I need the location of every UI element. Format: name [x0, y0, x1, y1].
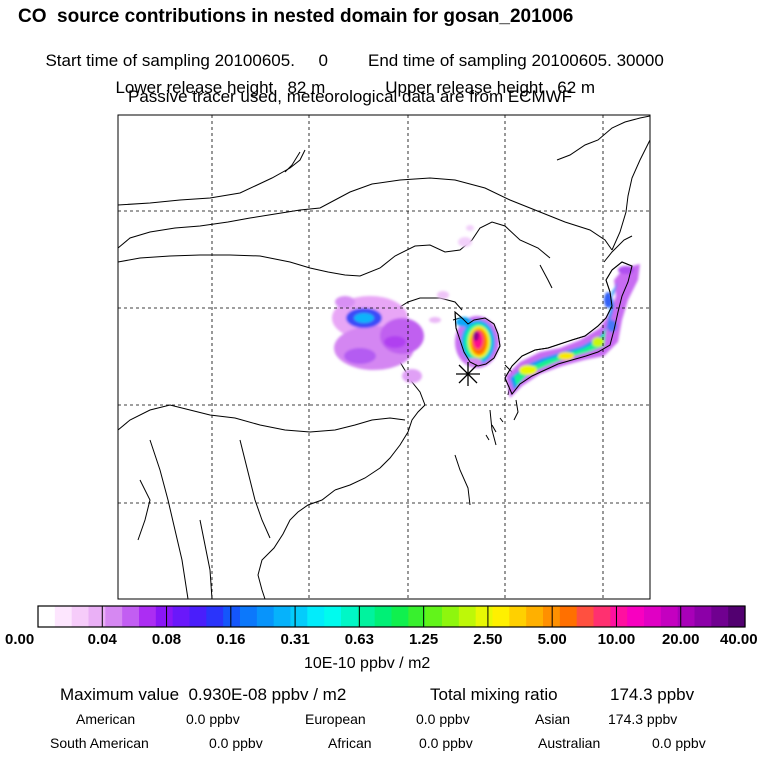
start-time-label: Start time of sampling 20100605. 0	[45, 51, 329, 70]
colorbar-cell	[139, 606, 157, 627]
colorbar-tick-label: 0.63	[344, 631, 374, 648]
region-value: 0.0 ppbv	[416, 711, 470, 727]
colorbar-cell	[475, 606, 494, 627]
colorbar-tick-label: 2.50	[473, 631, 503, 648]
footprint-map	[117, 114, 651, 600]
colorbar-tick-label: 0.00	[5, 631, 35, 648]
graticule	[118, 115, 650, 599]
colorbar-cell	[458, 606, 477, 627]
region-name: Australian	[538, 735, 601, 751]
region-name: South American	[50, 735, 149, 751]
colorbar-cell	[256, 606, 275, 627]
plume-japan	[506, 264, 640, 398]
colorbar-cell	[425, 606, 443, 627]
colorbar-cell	[155, 606, 174, 627]
colorbar-cell	[290, 606, 308, 627]
colorbar-cell	[694, 606, 712, 627]
region-value: 0.0 ppbv	[209, 735, 263, 751]
total-mixing-value: 174.3 ppbv	[610, 685, 695, 704]
region-value: 0.0 ppbv	[186, 711, 240, 727]
colorbar-cell	[593, 606, 611, 627]
max-value-label: Maximum value 0.930E-08 ppbv / m2	[60, 685, 347, 704]
colorbar-tick-label: 0.08	[151, 631, 182, 648]
receptor-marker	[456, 362, 480, 386]
colorbar-cell	[273, 606, 292, 627]
colorbar-tick-label: 10.00	[597, 631, 636, 648]
colorbar-tick-label: 40.00	[720, 631, 758, 648]
colorbar-cell	[189, 606, 207, 627]
colorbar-cell	[307, 606, 325, 627]
plume-korea	[455, 316, 499, 368]
colorbar-tick-label: 0.04	[87, 631, 117, 648]
colorbar-cell	[509, 606, 527, 627]
colorbar-cell	[357, 606, 376, 627]
colorbar-cell	[105, 606, 123, 627]
colorbar-cell	[610, 606, 628, 627]
colorbar-cell	[660, 606, 679, 627]
end-time-label: End time of sampling 20100605. 30000	[368, 51, 664, 70]
colorbar-cell	[88, 606, 106, 627]
map-title: CO source contributions in nested domain…	[18, 6, 574, 27]
colorbar	[37, 605, 746, 628]
lower-release-label: Lower release height 82 m	[115, 78, 326, 97]
colorbar-tick-label: 5.00	[537, 631, 567, 648]
region-value: 0.0 ppbv	[652, 735, 706, 751]
colorbar-cell	[374, 606, 393, 627]
colorbar-cell	[71, 606, 90, 627]
region-name: European	[305, 711, 366, 727]
region-name: African	[328, 735, 372, 751]
colorbar-cell	[492, 606, 510, 627]
colorbar-cell	[711, 606, 729, 627]
colorbar-cell	[728, 606, 746, 627]
colorbar-cell	[559, 606, 578, 627]
colorbar-cell	[627, 606, 645, 627]
colorbar-tick-label: 0.31	[280, 631, 310, 648]
colorbar-cell	[172, 606, 191, 627]
region-name: Asian	[535, 711, 571, 727]
colorbar-cell	[526, 606, 544, 627]
colorbar-tick-label: 0.16	[216, 631, 246, 648]
colorbar-cell	[38, 606, 56, 627]
colorbar-cell	[54, 606, 73, 627]
colorbar-cell	[324, 606, 342, 627]
colorbar-cell	[206, 606, 224, 627]
map-frame	[117, 114, 651, 600]
colorbar-cell	[223, 606, 241, 627]
colorbar-cell	[391, 606, 409, 627]
tracer-note: Passive tracer used, meteorological data…	[128, 87, 573, 106]
upper-release-label: Upper release height 62 m	[385, 78, 596, 97]
region-value: 174.3 ppbv	[608, 711, 678, 727]
colorbar-cell	[240, 606, 258, 627]
total-mixing-label: Total mixing ratio	[430, 685, 558, 704]
region-value: 0.0 ppbv	[419, 735, 473, 751]
colorbar-cell	[677, 606, 696, 627]
colorbar-tick-label: 1.25	[409, 631, 439, 648]
sampling-time-line: Start time of sampling 20100605. 0 End ti…	[36, 35, 664, 70]
colorbar-unit: 10E-10 ppbv / m2	[304, 655, 431, 672]
colorbar-cell	[442, 606, 460, 627]
colorbar-cell	[576, 606, 595, 627]
release-height-line: Lower release height 82 m Upper release h…	[106, 62, 595, 96]
colorbar-tick-label: 20.00	[661, 631, 700, 648]
region-name: American	[76, 711, 136, 727]
colorbar-cell	[341, 606, 359, 627]
colorbar-cell	[408, 606, 426, 627]
colorbar-cell	[644, 606, 662, 627]
plume-china	[332, 225, 474, 383]
colorbar-cell	[122, 606, 140, 627]
